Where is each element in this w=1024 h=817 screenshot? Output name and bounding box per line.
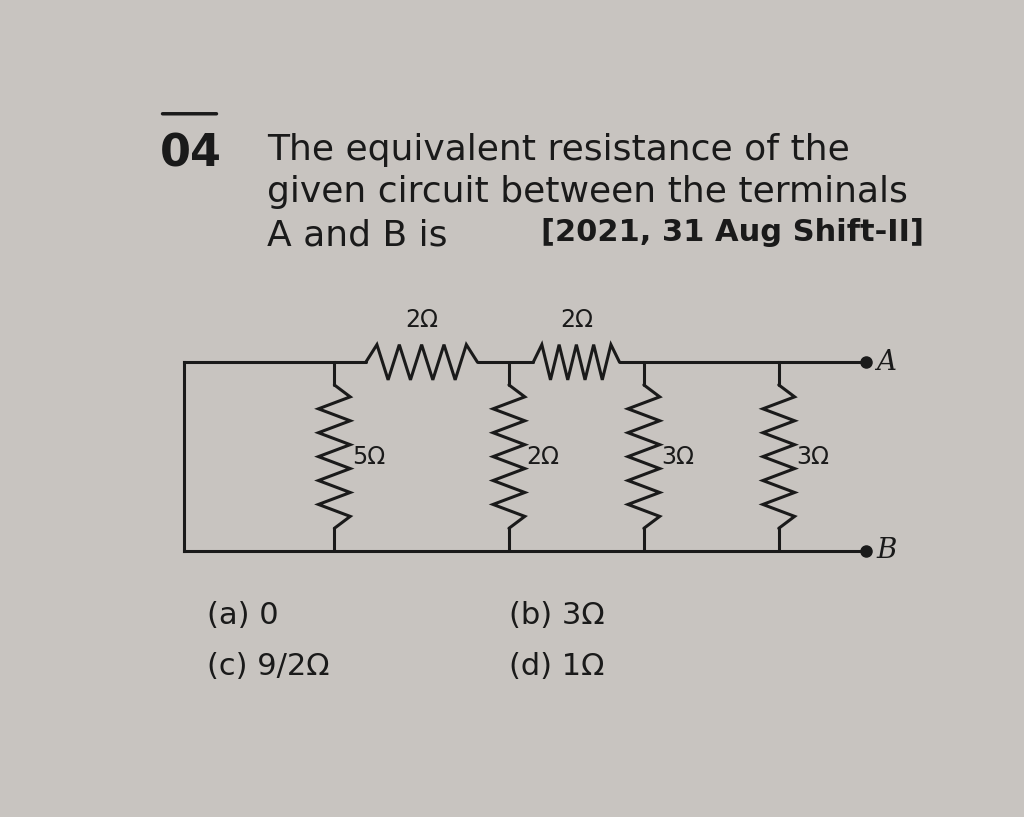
Text: 3Ω: 3Ω [797,444,829,469]
Text: 2Ω: 2Ω [560,308,593,332]
Text: [2021, 31 Aug Shift-II]: [2021, 31 Aug Shift-II] [541,218,924,248]
Text: 5Ω: 5Ω [352,444,385,469]
Text: B: B [877,538,897,565]
Text: (b) 3Ω: (b) 3Ω [509,601,604,630]
Text: (c) 9/2Ω: (c) 9/2Ω [207,652,330,681]
Text: The equivalent resistance of the: The equivalent resistance of the [267,132,850,167]
Text: (d) 1Ω: (d) 1Ω [509,652,604,681]
Text: A: A [877,349,896,376]
Text: 2Ω: 2Ω [526,444,559,469]
Text: 2Ω: 2Ω [406,308,438,332]
Text: (a) 0: (a) 0 [207,601,279,630]
Text: 04: 04 [160,132,222,176]
Text: given circuit between the terminals: given circuit between the terminals [267,176,907,209]
Text: 3Ω: 3Ω [662,444,694,469]
Text: A and B is: A and B is [267,218,447,252]
